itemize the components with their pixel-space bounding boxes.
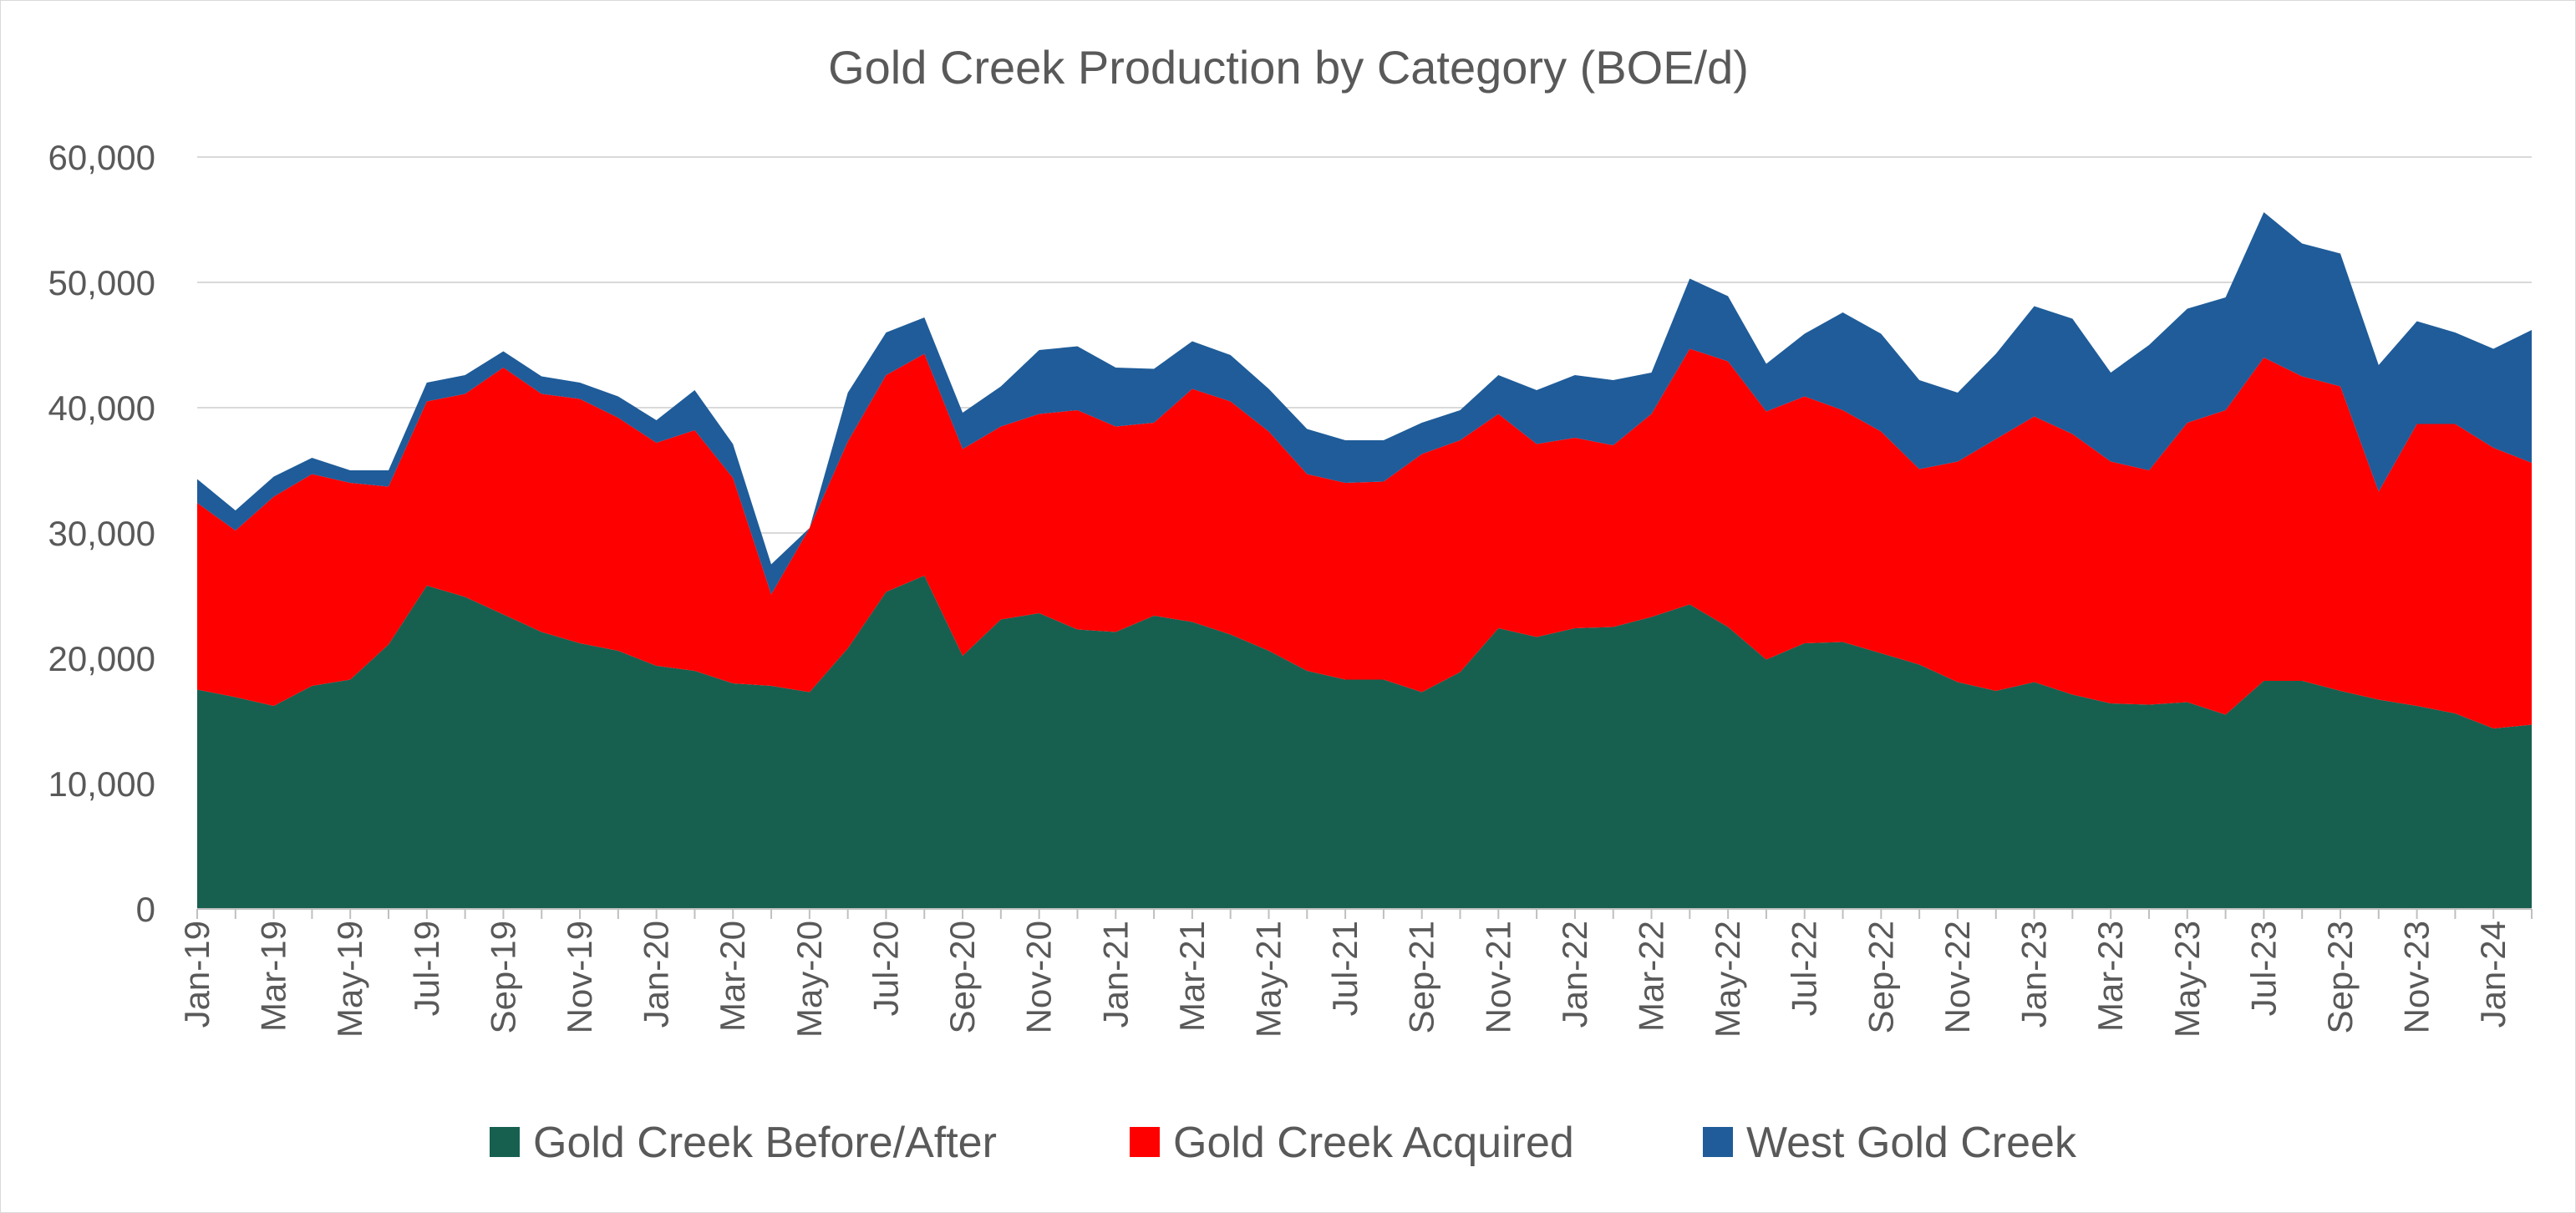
- area-series-0: [197, 576, 2532, 909]
- x-tick-label: Sep-22: [1861, 921, 1900, 1033]
- y-tick-label: 20,000: [48, 639, 155, 678]
- x-tick-label: Nov-20: [1019, 921, 1059, 1033]
- y-tick-label: 0: [136, 890, 155, 929]
- x-tick-label: Jan-21: [1095, 921, 1135, 1028]
- x-tick-label: Sep-23: [2320, 921, 2360, 1033]
- y-tick-label: 40,000: [48, 388, 155, 428]
- x-tick-label: Nov-23: [2397, 921, 2436, 1033]
- x-tick-label: May-19: [330, 921, 369, 1038]
- x-tick-label: Jul-23: [2243, 921, 2283, 1016]
- x-tick-label: Mar-23: [2091, 921, 2130, 1032]
- x-tick-label: May-21: [1248, 921, 1288, 1038]
- x-tick-label: Jul-22: [1785, 921, 1824, 1016]
- legend-label-1: Gold Creek Acquired: [1173, 1119, 1574, 1167]
- legend-label-0: Gold Creek Before/After: [533, 1119, 997, 1167]
- x-tick-label: Sep-21: [1402, 921, 1441, 1033]
- y-tick-label: 50,000: [48, 263, 155, 302]
- legend-swatch-1: [1130, 1127, 1160, 1157]
- legend-label-2: West Gold Creek: [1746, 1119, 2077, 1167]
- x-axis: Jan-19 Mar-19 May-19 Jul-19 Sep-19 Nov-19 Jan-…: [177, 908, 2533, 1038]
- x-tick-label: Jan-24: [2473, 921, 2512, 1028]
- x-tick-label: Mar-19: [254, 921, 293, 1032]
- legend-swatch-0: [490, 1127, 520, 1157]
- x-tick-label: Nov-22: [1938, 921, 1977, 1033]
- chart-title: Gold Creek Production by Category (BOE/d…: [828, 41, 1749, 94]
- y-tick-label: 10,000: [48, 764, 155, 804]
- stacked-areas: [197, 212, 2532, 909]
- x-tick-label: Jul-21: [1325, 921, 1364, 1016]
- x-tick-label: Jan-23: [2015, 921, 2054, 1028]
- x-tick-label: Nov-21: [1478, 921, 1517, 1033]
- x-tick-label: Jan-20: [637, 921, 676, 1028]
- x-tick-label: Jan-22: [1555, 921, 1594, 1028]
- x-tick-label: Sep-20: [943, 921, 982, 1033]
- x-tick-label: May-20: [790, 921, 829, 1038]
- x-tick-label: Sep-19: [483, 921, 522, 1033]
- x-tick-label: Jul-20: [866, 921, 905, 1016]
- x-tick-label: Mar-20: [713, 921, 752, 1032]
- x-tick-label: Jul-19: [407, 921, 446, 1016]
- x-tick-label: Nov-19: [560, 921, 599, 1033]
- x-tick-label: May-23: [2167, 921, 2207, 1038]
- area-series-2: [197, 212, 2532, 595]
- legend-swatch-2: [1703, 1127, 1733, 1157]
- x-tick-label: Mar-21: [1172, 921, 1212, 1032]
- y-axis: 0 10,000 20,000 30,000 40,000 50,000 60,000: [48, 138, 155, 929]
- area-series-1: [197, 348, 2532, 728]
- legend: Gold Creek Before/After Gold Creek Acquir…: [490, 1119, 2077, 1167]
- x-tick-label: Mar-22: [1632, 921, 1671, 1032]
- x-tick-label: Jan-19: [177, 921, 216, 1028]
- y-tick-label: 60,000: [48, 138, 155, 177]
- y-tick-label: 30,000: [48, 514, 155, 553]
- x-tick-label: May-22: [1708, 921, 1747, 1038]
